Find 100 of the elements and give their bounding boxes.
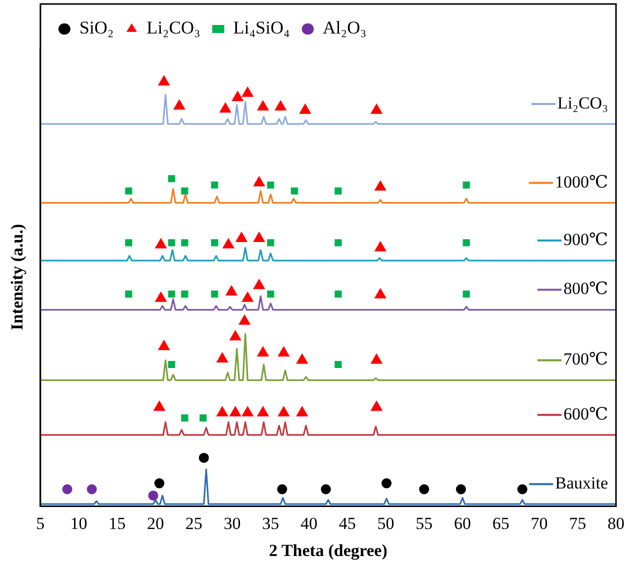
- point: [334, 239, 342, 246]
- point: [229, 406, 242, 416]
- point: [370, 353, 383, 364]
- point: [173, 99, 186, 110]
- point: [242, 291, 254, 302]
- point: [334, 290, 342, 298]
- point: [296, 353, 308, 364]
- point: [154, 478, 164, 488]
- x-tick-label: 25: [185, 514, 202, 533]
- point: [274, 100, 287, 110]
- point: [200, 414, 207, 422]
- x-tick-label: 20: [147, 514, 164, 533]
- point: [232, 90, 244, 102]
- legend-label: 1000℃: [554, 172, 608, 192]
- point: [168, 175, 176, 182]
- point: [267, 182, 274, 189]
- point: [382, 478, 392, 488]
- x-tick-label: 40: [300, 514, 318, 533]
- point: [125, 239, 132, 246]
- legend-label: 800℃: [563, 279, 608, 298]
- point: [225, 284, 238, 296]
- point: [168, 290, 176, 298]
- point: [153, 400, 166, 411]
- point: [229, 330, 242, 340]
- x-tick-label: 65: [492, 514, 510, 533]
- x-tick-label: 80: [608, 514, 624, 533]
- point: [334, 360, 342, 368]
- point: [419, 484, 430, 494]
- point: [211, 182, 218, 189]
- point: [148, 490, 158, 501]
- point: [374, 240, 386, 252]
- point: [235, 231, 248, 242]
- x-tick-label: 45: [338, 514, 356, 533]
- x-tick-label: 70: [530, 514, 548, 533]
- x-tick-label: 30: [224, 514, 241, 533]
- point: [168, 239, 176, 246]
- point: [154, 238, 167, 248]
- point: [456, 484, 466, 494]
- point: [158, 74, 170, 86]
- x-axis-title: 2 Theta (degree): [269, 541, 388, 560]
- legend-label: Li₂CO₃: [146, 18, 200, 38]
- x-tick-label: 35: [262, 514, 280, 533]
- point: [374, 180, 386, 191]
- point: [253, 278, 266, 290]
- point: [277, 484, 288, 494]
- point: [517, 484, 528, 494]
- legend-label: SiO₂: [79, 18, 114, 38]
- point: [267, 239, 274, 246]
- point: [216, 406, 228, 416]
- point: [462, 290, 470, 298]
- x-tick-label: 50: [377, 514, 394, 533]
- point: [296, 406, 308, 416]
- point: [211, 239, 218, 246]
- legend-label: 900℃: [563, 230, 608, 250]
- x-tick-label: 15: [108, 514, 126, 533]
- point: [462, 182, 470, 189]
- point: [168, 360, 176, 368]
- x-tick-label: 5: [36, 514, 45, 533]
- point: [181, 239, 188, 246]
- point: [222, 238, 234, 248]
- point: [181, 414, 188, 422]
- y-axis-title: Intensity (a.u.): [8, 224, 27, 330]
- point: [256, 346, 270, 357]
- point: [154, 291, 167, 302]
- point: [299, 103, 312, 114]
- legend-label: Li₄SiO₄: [233, 18, 290, 38]
- point: [219, 102, 232, 113]
- point: [374, 288, 386, 298]
- point: [370, 103, 383, 114]
- point: [267, 290, 274, 298]
- point: [86, 484, 97, 494]
- point: [211, 290, 218, 298]
- legend-label: 700℃: [563, 350, 608, 369]
- point: [62, 484, 72, 494]
- point: [242, 86, 254, 97]
- point: [334, 187, 342, 195]
- point: [125, 187, 132, 195]
- x-tick-label: 10: [70, 514, 88, 533]
- point: [181, 290, 188, 298]
- point: [256, 406, 270, 416]
- point: [370, 400, 383, 411]
- legend-label: Bauxite: [555, 474, 608, 493]
- point: [290, 187, 298, 195]
- point: [253, 176, 266, 186]
- legend-label: 600℃: [563, 404, 608, 424]
- point: [125, 290, 132, 298]
- point: [198, 452, 209, 463]
- point: [158, 340, 170, 350]
- point: [253, 231, 266, 242]
- point: [320, 484, 331, 494]
- point: [462, 239, 470, 246]
- legend-label: Li₂CO₃: [557, 93, 608, 112]
- x-tick-label: 55: [416, 514, 433, 533]
- point: [278, 406, 290, 416]
- point: [256, 100, 270, 110]
- legend-label: Al₂O₃: [322, 18, 366, 38]
- point: [238, 314, 251, 325]
- point: [181, 187, 188, 195]
- point: [278, 346, 290, 357]
- x-tick-label: 75: [569, 514, 586, 533]
